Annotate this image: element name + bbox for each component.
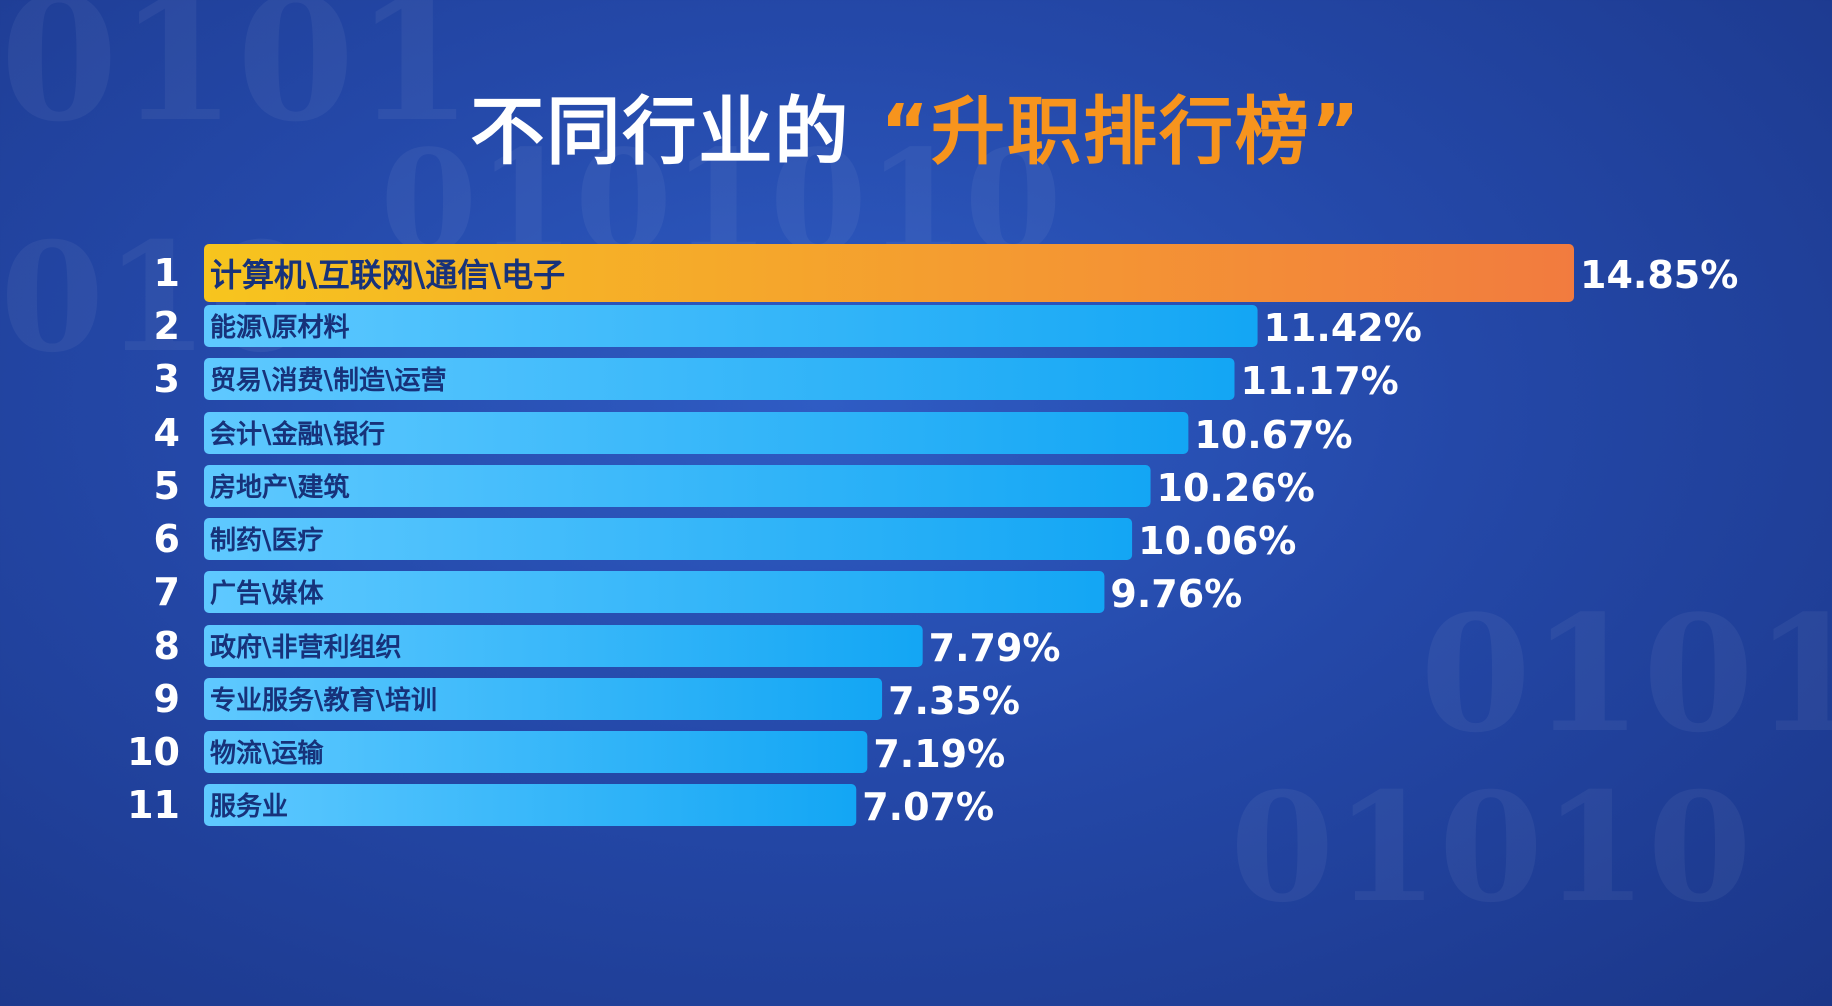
rank-label: 1 <box>154 251 180 295</box>
rank-label: 4 <box>154 411 180 455</box>
bar <box>204 678 883 720</box>
value-label: 7.79% <box>929 626 1061 670</box>
title-main: 不同行业的 <box>470 89 851 175</box>
rank-label: 3 <box>154 357 180 401</box>
bar <box>204 305 1258 347</box>
rank-label: 6 <box>154 517 180 561</box>
rank-label: 10 <box>127 730 180 774</box>
bar <box>204 244 1574 302</box>
value-label: 7.35% <box>888 679 1020 723</box>
value-label: 11.17% <box>1240 359 1398 403</box>
rank-label: 11 <box>127 783 180 827</box>
bar <box>204 412 1189 454</box>
page-title: 不同行业的 “升职排行榜” <box>0 72 1832 179</box>
value-label: 7.07% <box>862 785 994 829</box>
bar <box>204 571 1105 613</box>
category-label: 计算机\互联网\通信\电子 <box>210 256 565 294</box>
category-label: 政府\非营利组织 <box>210 632 402 663</box>
rank-label: 9 <box>154 677 180 721</box>
category-label: 物流\运输 <box>210 738 324 769</box>
value-label: 9.76% <box>1110 572 1242 616</box>
bar <box>204 625 923 667</box>
bar <box>204 518 1133 560</box>
title-highlight: “升职排行榜” <box>880 89 1362 175</box>
value-label: 11.42% <box>1264 306 1422 350</box>
rank-label: 7 <box>154 570 180 614</box>
category-label: 房地产\建筑 <box>210 472 350 503</box>
value-label: 10.06% <box>1138 519 1296 563</box>
category-label: 服务业 <box>210 792 288 822</box>
category-label: 制药\医疗 <box>210 525 324 556</box>
rank-label: 2 <box>154 304 180 348</box>
value-label: 10.67% <box>1194 413 1352 457</box>
category-label: 广告\媒体 <box>210 579 324 609</box>
rank-label: 5 <box>154 464 180 508</box>
value-label: 14.85% <box>1580 253 1738 297</box>
category-label: 能源\原材料 <box>210 312 350 343</box>
rank-label: 8 <box>154 624 180 668</box>
bar <box>204 784 857 826</box>
value-label: 7.19% <box>873 732 1005 776</box>
value-label: 10.26% <box>1157 466 1315 510</box>
bar <box>204 465 1151 507</box>
bar <box>204 358 1235 400</box>
category-label: 专业服务\教育\培训 <box>210 685 437 716</box>
bar <box>204 731 868 773</box>
category-label: 贸易\消费\制造\运营 <box>210 366 447 396</box>
category-label: 会计\金融\银行 <box>210 419 385 450</box>
